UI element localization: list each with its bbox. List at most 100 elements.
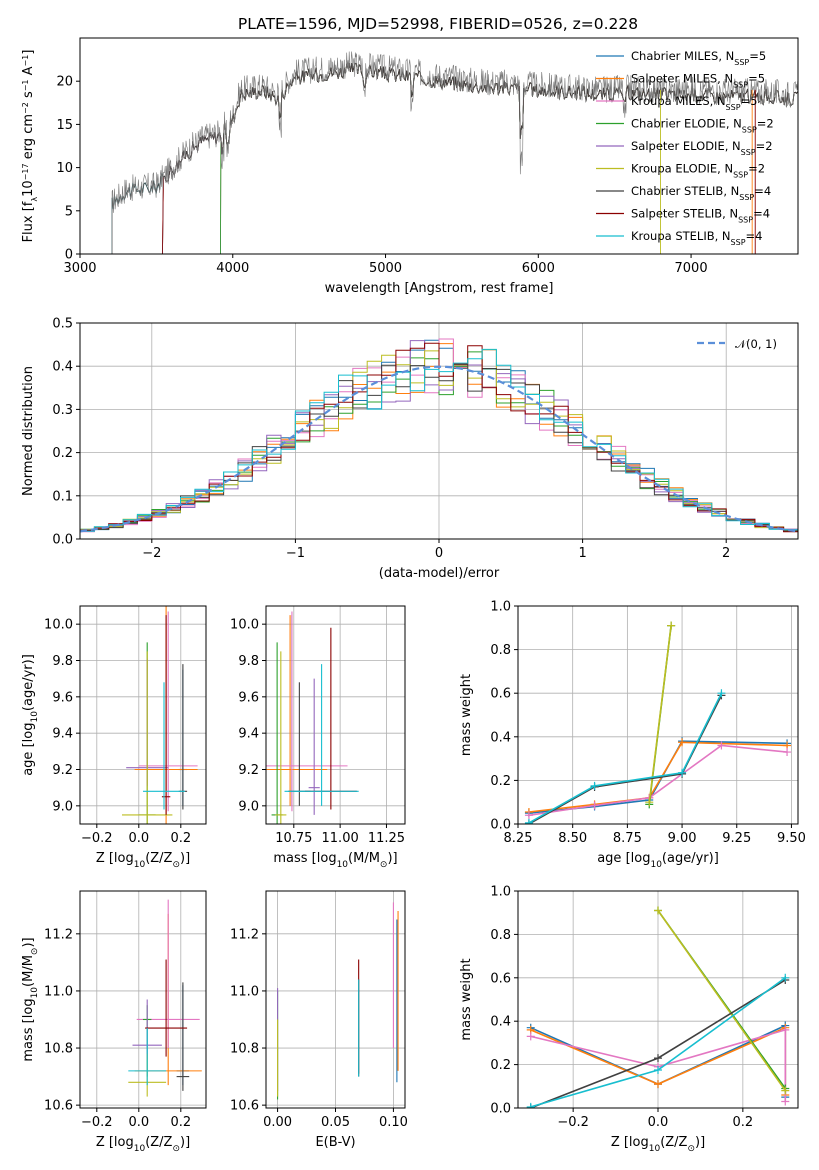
chart-mass-vs-Z: −0.2 0.0 0.2 10.6 10.8 11.0 11.2 Z [log10(Z/Z⊙)… xyxy=(21,890,207,1154)
x-axis-label: Z [log10(Z/Z⊙)] xyxy=(611,1135,705,1154)
data-marker xyxy=(717,741,726,750)
data-marker xyxy=(781,1097,790,1106)
axes-frame xyxy=(79,322,799,540)
y-axis-label: Flux [fλ10−17 erg cm−2 s−1 A−1] xyxy=(21,50,39,243)
x-tick-label: 11.25 xyxy=(368,831,405,846)
x-tick-label: 0.2 xyxy=(733,1115,754,1130)
x-axis-label: age [log10(age/yr)] xyxy=(597,851,719,870)
data-marker xyxy=(678,738,687,747)
legend-label: Kroupa MILES, NSSP=5 xyxy=(631,94,757,112)
axes-frame xyxy=(79,890,207,1109)
y-tick-label: 10.0 xyxy=(230,618,259,633)
series-line xyxy=(657,910,786,1092)
y-tick-label: 0.6 xyxy=(490,971,511,986)
x-axis-label: wavelength [Angstrom, rest frame] xyxy=(325,281,554,296)
data-marker xyxy=(524,818,533,824)
y-tick-label: 0 xyxy=(65,248,73,263)
y-tick-label: 9.6 xyxy=(238,690,259,705)
y-tick-label: 10 xyxy=(56,161,73,176)
y-tick-label: 5 xyxy=(65,204,73,219)
data-marker xyxy=(590,781,599,790)
y-axis-label: mass weight xyxy=(459,958,474,1040)
y-tick-label: 0.6 xyxy=(490,687,511,702)
chart-age-vs-mass: 10.75 11.00 11.25 9.0 9.2 9.4 9.6 9.8 10.0 mass [… xyxy=(230,605,406,870)
y-tick-label: 10.6 xyxy=(44,1099,73,1114)
plot-area xyxy=(80,338,798,534)
x-tick-label: 8.75 xyxy=(613,831,642,846)
x-tick-label: −1 xyxy=(286,546,305,561)
y-tick-label: 11.0 xyxy=(44,984,73,999)
x-axis-label: (data-model)/error xyxy=(379,566,500,581)
x-tick-label: 9.50 xyxy=(777,831,806,846)
y-tick-label: 0.2 xyxy=(490,1058,511,1073)
x-tick-label: 0.0 xyxy=(648,1115,669,1130)
x-tick-label: 9.25 xyxy=(722,831,751,846)
x-tick-label: 0.00 xyxy=(263,1115,292,1130)
series-line xyxy=(530,1028,787,1102)
y-tick-label: 0.0 xyxy=(490,1102,511,1117)
y-tick-label: 0.2 xyxy=(490,774,511,789)
plot-area xyxy=(266,611,359,824)
y-tick-label: 11.0 xyxy=(230,984,259,999)
gaussian-curve xyxy=(80,365,798,533)
series-line xyxy=(220,62,798,254)
x-axis-label: Z [log10(Z/Z⊙)] xyxy=(96,851,190,870)
legend: Chabrier MILES, NSSP=5 Salpeter MILES, NS… xyxy=(596,49,774,247)
data-marker xyxy=(645,798,654,807)
y-tick-label: 0.4 xyxy=(490,730,511,745)
y-tick-label: 0.0 xyxy=(52,533,73,548)
observed-spectrum-line xyxy=(111,51,798,254)
axes-frame xyxy=(79,605,207,825)
legend: 𝒩(0, 1) xyxy=(697,337,777,351)
y-tick-label: 1.0 xyxy=(490,885,511,900)
axes-frame xyxy=(517,605,799,825)
legend-label: Chabrier MILES, NSSP=5 xyxy=(631,49,766,67)
y-tick-label: 1.0 xyxy=(490,600,511,615)
legend-label: Kroupa STELIB, NSSP=4 xyxy=(631,229,762,247)
x-tick-label: 10.75 xyxy=(275,831,312,846)
x-tick-label: −2 xyxy=(142,546,161,561)
chart-mass-vs-ebv: 0.00 0.05 0.10 10.6 10.8 11.0 11.2 E(B-V) xyxy=(230,890,408,1150)
x-tick-label: 0.0 xyxy=(128,831,149,846)
y-axis-label: age [log10(age/yr)] xyxy=(21,654,40,776)
plot-area xyxy=(277,902,399,1100)
legend-label: Kroupa ELODIE, NSSP=2 xyxy=(631,162,765,180)
series-line xyxy=(528,692,723,824)
y-axis-label: mass [log10(M/M⊙)] xyxy=(21,937,40,1061)
y-tick-label: 0.0 xyxy=(490,818,511,833)
histogram-step xyxy=(80,348,798,534)
y-tick-label: 9.6 xyxy=(52,690,73,705)
y-tick-label: 15 xyxy=(56,118,73,133)
figure-title: PLATE=1596, MJD=52998, FIBERID=0526, z=0… xyxy=(238,15,638,33)
data-marker xyxy=(781,1025,790,1034)
x-tick-label: 8.25 xyxy=(504,831,533,846)
data-marker xyxy=(781,1086,790,1095)
y-tick-label: 0.4 xyxy=(490,1015,511,1030)
x-tick-label: 0 xyxy=(435,546,443,561)
y-tick-label: 10.8 xyxy=(230,1042,259,1057)
data-marker xyxy=(654,906,662,915)
x-tick-label: 0.2 xyxy=(170,831,191,846)
x-tick-label: 7000 xyxy=(675,261,708,276)
y-tick-label: 0.1 xyxy=(52,489,73,504)
x-tick-label: 0.2 xyxy=(170,1115,191,1130)
x-tick-label: 11.00 xyxy=(322,831,359,846)
y-tick-label: 0.5 xyxy=(52,317,73,332)
x-tick-label: 8.50 xyxy=(558,831,587,846)
data-marker xyxy=(667,621,676,630)
x-tick-label: 4000 xyxy=(216,261,249,276)
x-tick-label: −0.2 xyxy=(81,831,113,846)
x-tick-label: 1 xyxy=(578,546,586,561)
y-tick-label: 9.4 xyxy=(238,727,259,742)
axes-frame xyxy=(265,605,406,825)
x-axis-label: E(B-V) xyxy=(315,1135,355,1150)
y-tick-label: 9.2 xyxy=(52,763,73,778)
chart-mass-weight-vs-age: 8.25 8.50 8.75 9.00 9.25 9.50 0.0 0.2 0.4 0.6 0.8 1… xyxy=(459,600,806,871)
y-tick-label: 11.2 xyxy=(44,927,73,942)
y-tick-label: 0.2 xyxy=(52,446,73,461)
y-tick-label: 0.8 xyxy=(490,643,511,658)
plot-area xyxy=(122,606,198,824)
data-marker xyxy=(526,1032,535,1041)
x-tick-label: −0.2 xyxy=(557,1115,589,1130)
data-marker xyxy=(590,801,599,810)
